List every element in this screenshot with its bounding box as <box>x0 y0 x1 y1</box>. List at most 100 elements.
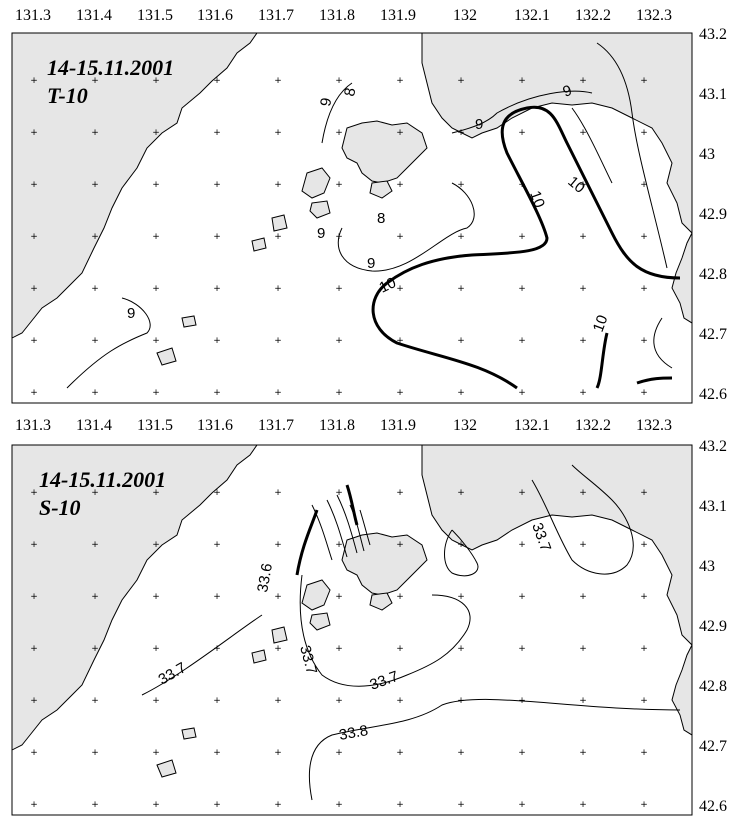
station-marker: + <box>30 180 38 190</box>
station-marker: + <box>335 388 343 398</box>
station-marker: + <box>640 128 648 138</box>
station-marker: + <box>91 540 99 550</box>
svg-text:42.7: 42.7 <box>699 738 727 755</box>
station-marker: + <box>579 284 587 294</box>
station-marker: + <box>213 284 221 294</box>
svg-text:42.8: 42.8 <box>699 678 727 695</box>
station-marker: + <box>30 76 38 86</box>
station-marker: + <box>396 800 404 810</box>
station-marker: + <box>457 696 465 706</box>
station-marker: + <box>91 800 99 810</box>
station-marker: + <box>335 644 343 654</box>
station-marker: + <box>213 540 221 550</box>
svg-text:131.3: 131.3 <box>15 417 51 434</box>
svg-text:132.3: 132.3 <box>636 7 672 24</box>
station-marker: + <box>457 388 465 398</box>
station-marker: + <box>335 696 343 706</box>
station-marker: + <box>274 284 282 294</box>
station-marker: + <box>396 748 404 758</box>
svg-text:43.1: 43.1 <box>699 86 727 103</box>
station-marker: + <box>335 336 343 346</box>
station-marker: + <box>640 800 648 810</box>
svg-text:8: 8 <box>341 87 359 98</box>
station-marker: + <box>518 232 526 242</box>
station-marker: + <box>274 540 282 550</box>
panel-title-date: 14-15.11.2001 <box>47 55 174 80</box>
svg-text:132.2: 132.2 <box>575 417 611 434</box>
station-marker: + <box>396 76 404 86</box>
svg-text:33.8: 33.8 <box>338 722 370 744</box>
svg-text:33.6: 33.6 <box>254 562 276 594</box>
svg-text:10: 10 <box>590 313 612 334</box>
station-marker: + <box>91 76 99 86</box>
svg-text:131.8: 131.8 <box>319 7 355 24</box>
station-marker: + <box>457 128 465 138</box>
station-marker: + <box>30 696 38 706</box>
station-marker: + <box>640 592 648 602</box>
temperature-contour-labels: 9 8 9 9 8 9 9 10 10 10 10 9 <box>127 82 611 334</box>
station-marker: + <box>457 180 465 190</box>
russky-island <box>341 120 428 184</box>
panel-title-variable: S-10 <box>39 495 81 520</box>
station-marker: + <box>335 76 343 86</box>
station-marker: + <box>579 800 587 810</box>
station-marker: + <box>152 76 160 86</box>
station-marker: + <box>213 592 221 602</box>
svg-text:42.7: 42.7 <box>699 326 727 343</box>
station-marker: + <box>213 696 221 706</box>
station-marker: + <box>213 180 221 190</box>
station-marker: + <box>640 180 648 190</box>
station-marker: + <box>640 336 648 346</box>
station-marker: + <box>152 644 160 654</box>
station-marker: + <box>30 284 38 294</box>
station-marker: + <box>30 644 38 654</box>
svg-text:131.6: 131.6 <box>197 417 233 434</box>
lat-axis-top: 43.2 43.1 43 42.9 42.8 42.7 42.6 <box>699 26 727 403</box>
svg-text:42.9: 42.9 <box>699 618 727 635</box>
station-marker: + <box>30 800 38 810</box>
station-marker: + <box>518 592 526 602</box>
station-marker: + <box>213 488 221 498</box>
station-marker: + <box>335 284 343 294</box>
station-marker: + <box>518 180 526 190</box>
station-marker: + <box>518 284 526 294</box>
svg-text:43.1: 43.1 <box>699 498 727 515</box>
station-marker: + <box>152 748 160 758</box>
station-marker: + <box>396 388 404 398</box>
station-marker: + <box>91 748 99 758</box>
station-marker: + <box>518 540 526 550</box>
station-marker: + <box>213 388 221 398</box>
svg-text:131.9: 131.9 <box>380 7 416 24</box>
panel-title-date: 14-15.11.2001 <box>39 467 166 492</box>
station-marker: + <box>396 592 404 602</box>
svg-text:9: 9 <box>475 116 483 133</box>
lat-axis-bottom: 43.2 43.1 43 42.9 42.8 42.7 42.6 <box>699 438 727 815</box>
station-marker: + <box>274 336 282 346</box>
station-marker: + <box>396 540 404 550</box>
svg-text:10: 10 <box>526 189 548 210</box>
station-marker: + <box>335 540 343 550</box>
station-marker: + <box>335 488 343 498</box>
svg-text:131.4: 131.4 <box>76 417 112 434</box>
svg-text:42.8: 42.8 <box>699 266 727 283</box>
station-marker: + <box>335 592 343 602</box>
svg-text:8: 8 <box>377 210 385 227</box>
station-marker: + <box>579 180 587 190</box>
station-marker: + <box>30 488 38 498</box>
svg-text:43.2: 43.2 <box>699 438 727 455</box>
station-marker: + <box>335 128 343 138</box>
station-marker: + <box>30 748 38 758</box>
station-marker: + <box>579 232 587 242</box>
station-marker: + <box>274 388 282 398</box>
station-marker: + <box>518 336 526 346</box>
svg-text:132.3: 132.3 <box>636 417 672 434</box>
station-marker: + <box>396 232 404 242</box>
station-marker: + <box>640 748 648 758</box>
station-marker: + <box>518 128 526 138</box>
station-markers: + + + + + + + + + + + + + + + + + + + + + + + + + + + + + + + + + + + + + + + +… <box>30 488 648 810</box>
svg-text:131.9: 131.9 <box>380 417 416 434</box>
station-marker: + <box>518 388 526 398</box>
lon-axis-top: 131.3 131.4 131.5 131.6 131.7 131.8 131.… <box>15 7 672 24</box>
station-marker: + <box>213 748 221 758</box>
